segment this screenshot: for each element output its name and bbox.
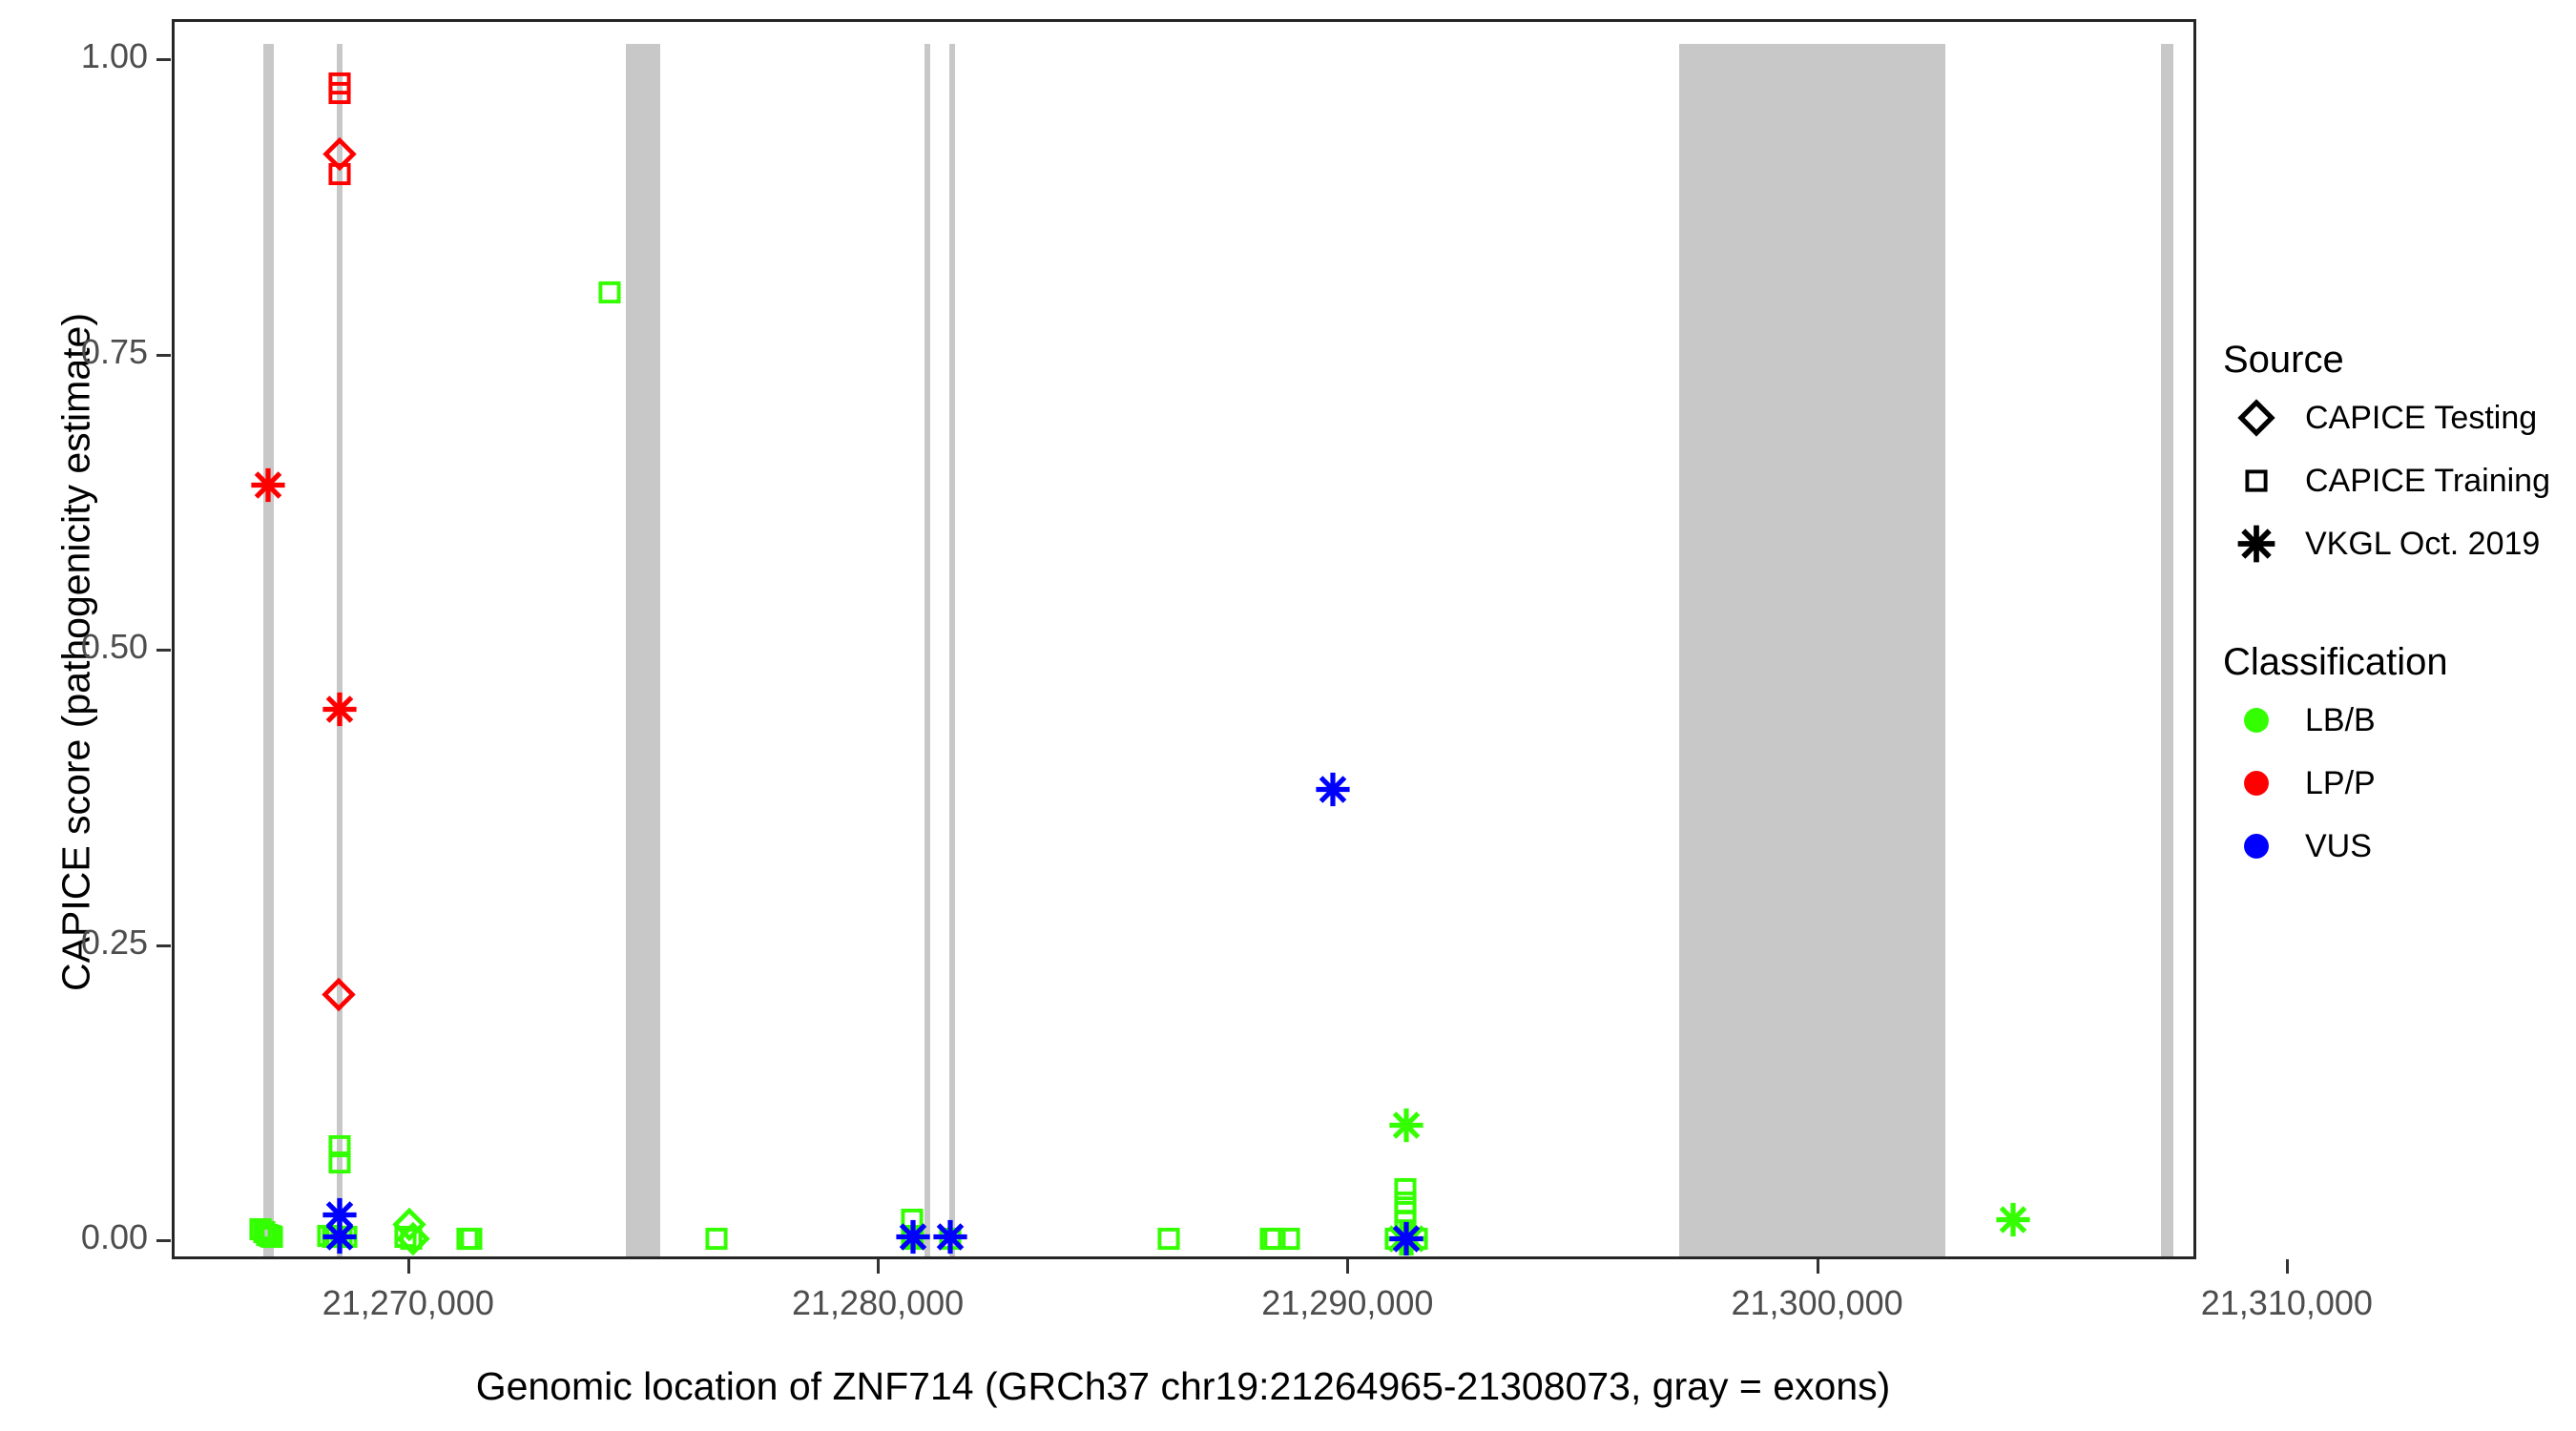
y-tick-label: 0.50 — [80, 627, 148, 666]
x-tick-label: 21,310,000 — [2200, 1283, 2373, 1322]
data-point — [392, 1207, 426, 1246]
y-tick-mark — [156, 353, 171, 357]
x-tick-mark — [877, 1259, 881, 1274]
legend-source-items: CAPICE Testing CAPICE Training VKGL Oct. 2… — [2223, 391, 2576, 570]
y-tick-mark — [156, 58, 171, 61]
legend-source-label: VKGL Oct. 2019 — [2305, 525, 2541, 562]
data-point — [457, 1224, 486, 1256]
legend-classification-label: LB/B — [2305, 701, 2376, 738]
data-point — [702, 1224, 731, 1256]
data-point — [931, 1218, 969, 1256]
legend-source-title: Source — [2223, 339, 2344, 381]
square-icon — [2223, 467, 2290, 495]
data-point — [321, 1218, 359, 1256]
exon-band — [337, 44, 343, 1256]
legend: Source CAPICE Testing CAPICE Training VKGL… — [2223, 339, 2576, 873]
y-tick-label: 1.00 — [80, 36, 148, 75]
legend-classification-title: Classification — [2223, 641, 2448, 683]
data-point — [1314, 771, 1352, 814]
y-tick-mark — [156, 649, 171, 652]
data-point — [1260, 1224, 1289, 1256]
legend-item-source-diamond[interactable]: CAPICE Testing — [2223, 391, 2576, 445]
x-axis-title: Genomic location of ZNF714 (GRCh37 chr19… — [475, 1364, 1891, 1408]
data-point — [321, 690, 359, 733]
color-dot-icon — [2223, 703, 2290, 737]
data-point — [1994, 1200, 2032, 1243]
data-point — [1154, 1224, 1183, 1256]
x-tick-label: 21,290,000 — [1261, 1283, 1434, 1322]
legend-classification-label: VUS — [2305, 827, 2372, 864]
y-tick-label: 0.75 — [80, 331, 148, 371]
legend-classification-label: LP/P — [2305, 764, 2376, 801]
data-point — [321, 978, 356, 1017]
legend-classification-group: Classification LB/B LP/P VUS — [2223, 641, 2576, 873]
color-dot-icon — [2223, 766, 2290, 800]
x-tick-mark — [2285, 1259, 2289, 1274]
x-tick-label: 21,270,000 — [322, 1283, 494, 1322]
data-point — [322, 136, 357, 176]
color-dot-icon — [2223, 829, 2290, 863]
x-tick-label: 21,280,000 — [792, 1283, 965, 1322]
x-tick-mark — [1816, 1259, 1819, 1274]
y-tick-label: 0.00 — [80, 1217, 148, 1256]
data-point — [325, 1149, 354, 1182]
legend-source-label: CAPICE Training — [2305, 462, 2550, 499]
data-point — [595, 278, 624, 311]
diamond-icon — [2223, 399, 2290, 437]
legend-item-source-square[interactable]: CAPICE Training — [2223, 454, 2576, 508]
exon-band — [625, 44, 660, 1256]
legend-item-classification-VUS[interactable]: VUS — [2223, 819, 2576, 873]
legend-item-classification-LB-B[interactable]: LB/B — [2223, 694, 2576, 747]
exon-band — [948, 44, 955, 1256]
data-point — [249, 466, 287, 508]
data-point — [258, 1223, 286, 1256]
legend-item-classification-LP-P[interactable]: LP/P — [2223, 757, 2576, 810]
x-tick-mark — [406, 1259, 410, 1274]
data-point — [1387, 1106, 1425, 1149]
asterisk-icon — [2223, 523, 2290, 565]
exon-band — [2160, 44, 2173, 1256]
exon-band — [263, 44, 275, 1256]
legend-source-label: CAPICE Testing — [2305, 399, 2538, 436]
data-point — [325, 160, 354, 194]
y-tick-mark — [156, 944, 171, 947]
data-point — [1387, 1219, 1425, 1256]
data-point — [1275, 1224, 1303, 1256]
exon-band — [1679, 44, 1945, 1256]
x-tick-mark — [1346, 1259, 1350, 1274]
data-point — [1391, 1174, 1420, 1208]
x-tick-label: 21,300,000 — [1731, 1283, 1903, 1322]
data-point — [396, 1221, 431, 1256]
plot-panel — [172, 19, 2196, 1259]
data-point — [325, 78, 354, 112]
data-point — [894, 1218, 932, 1256]
y-tick-label: 0.25 — [80, 922, 148, 962]
legend-classification-items: LB/B LP/P VUS — [2223, 694, 2576, 873]
y-tick-mark — [156, 1239, 171, 1242]
exon-band — [924, 44, 930, 1256]
legend-item-source-asterisk[interactable]: VKGL Oct. 2019 — [2223, 517, 2576, 570]
